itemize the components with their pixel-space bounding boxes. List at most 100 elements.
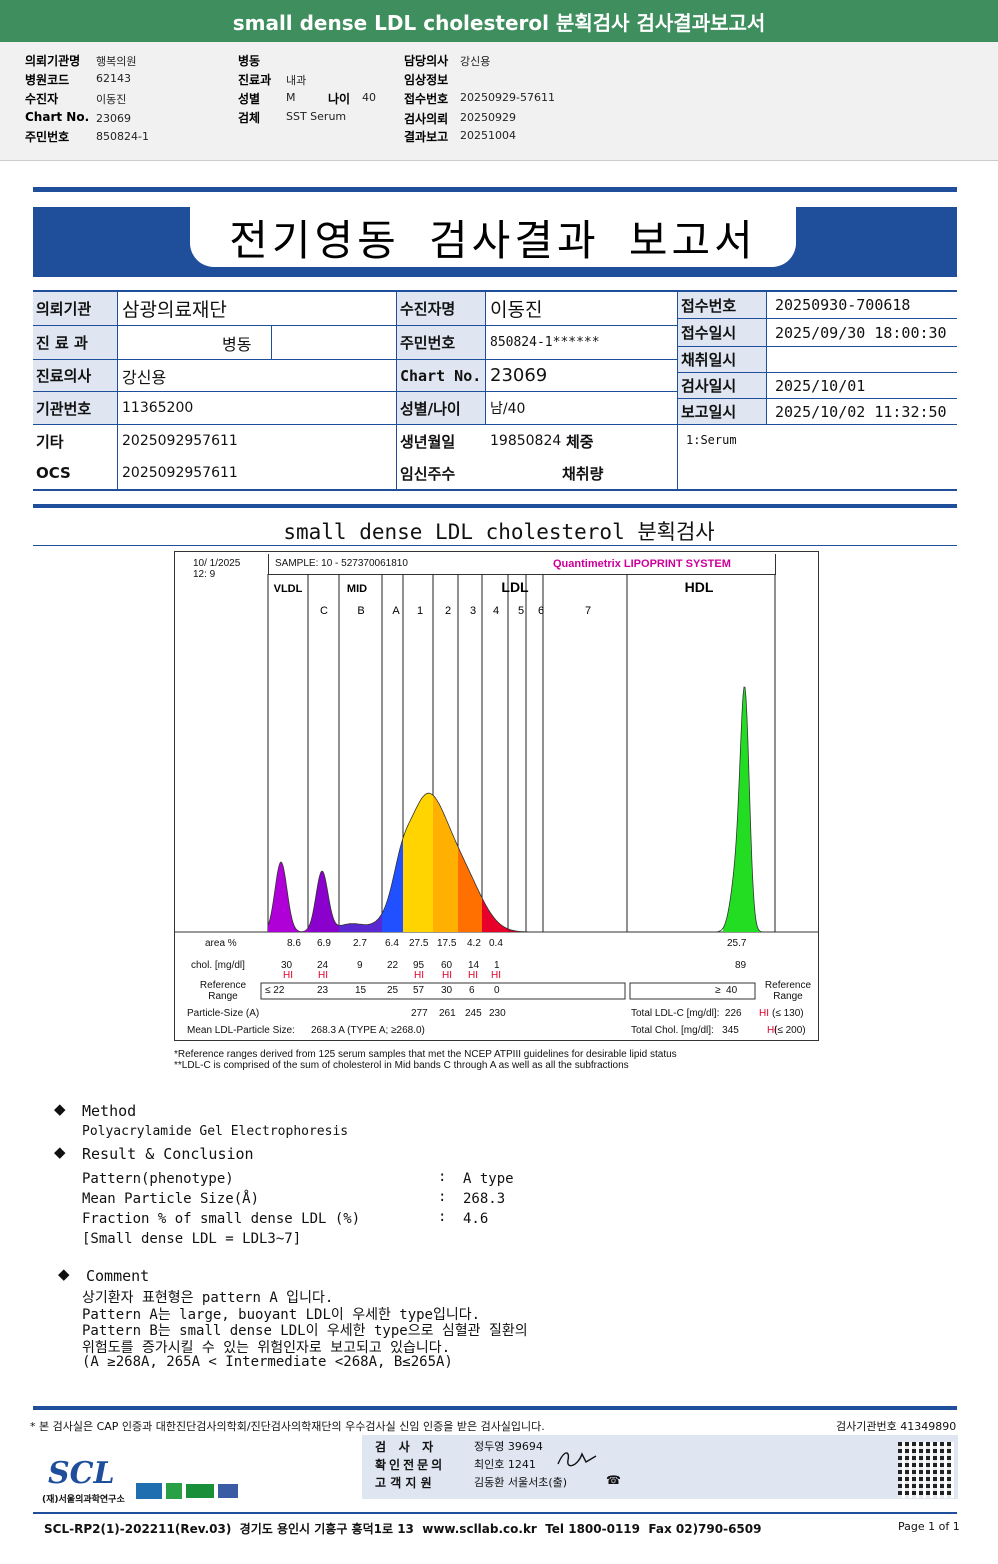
value-sex: M [286,91,296,104]
lm-logo-icon [166,1483,182,1499]
ref-value: 57 [413,985,425,996]
scl-logo: SCL [48,1456,115,1491]
diamond-icon: ◆ [58,1265,70,1283]
area-value: 25.7 [727,938,747,949]
group-label: VLDL [274,583,303,595]
inst-no: 검사기관번호 41349890 [836,1420,957,1433]
group-label: MID [347,583,367,595]
label-patient: 수진자명 [397,292,485,325]
mean-size: 268.3 A (TYPE A; ≥268.0) [311,1025,425,1036]
comment-line: 상기환자 표현형은 pattern A 입니다. [82,1290,334,1306]
chol-value: 1 [494,960,500,971]
label-chart: Chart No. [25,110,90,124]
size-value: 277 [411,1008,428,1019]
diamond-icon: ◆ [54,1143,66,1161]
ksl-logo-icon [218,1484,238,1498]
ref-value: 6 [469,985,475,996]
band-label: C [320,605,328,617]
chart-sample: SAMPLE: 10 - 527370061810 [275,558,408,569]
chol-flag: HI [318,970,328,981]
curve-segment [382,838,403,932]
group-label: HDL [685,579,714,595]
section-rule [33,504,957,508]
label-sexage: 성별/나이 [397,392,485,424]
section-underline [33,545,957,546]
label-request: 검사의뢰 [404,112,449,126]
ref-value: 23 [317,985,329,996]
comment-title: Comment [86,1267,150,1285]
band-lines [267,574,776,932]
area-value: 4.2 [467,938,481,949]
result-value: 4.6 [463,1211,489,1227]
section-title: small dense LDL cholesterol 분획검사 [283,520,715,544]
band-label: 2 [445,605,451,617]
chart-date: 10/ 1/2025 [193,558,241,569]
band-label: 6 [538,605,544,617]
total-ldl: Total LDL-C [mg/dl]: 226 [631,1008,742,1019]
ref-value: 30 [441,985,453,996]
value-receipt-no: 20250930-700618 [775,296,911,314]
band-label: 1 [417,605,423,617]
label-age: 나이 [328,92,351,106]
label-doctor: 진료의사 [33,360,117,391]
value-patient: 이동진 [96,93,127,106]
page-number: Page 1 of 1 [898,1520,960,1533]
row-label-size: Particle-Size (A) [187,1008,260,1019]
value-chart: 23069 [490,365,548,386]
area-value: 6.4 [385,938,399,949]
chol-value: 9 [357,960,363,971]
result-value: A type [463,1171,514,1187]
support-value: 김동환 서울서초(출) [474,1476,568,1489]
cert-text: * 본 검사실은 CAP 인증과 대한진단검사의학회/진단검사의학재단의 우수검… [30,1420,545,1433]
value-test-dt: 2025/10/01 [775,376,866,395]
doctor-label: 확인전문의 [375,1458,446,1472]
total-ldl-flag: HI [759,1008,769,1019]
band-label: A [392,605,400,617]
address-line: SCL-RP2(1)-202211(Rev.03) 경기도 용인시 기흥구 흥덕… [44,1522,762,1536]
value-inst: 11365200 [122,400,194,416]
curves [267,686,775,933]
chol-flag: HI [414,970,424,981]
value-doctor: 강신용 [122,367,167,387]
label-weight: 체중 [566,432,594,451]
curve-segment [482,897,508,932]
chol-value: 30 [281,960,293,971]
comment-line: Pattern A는 large, buoyant LDL이 우세한 type입… [82,1307,481,1323]
total-chol-ref: (≤ 200) [774,1025,806,1036]
area-value: 27.5 [409,938,429,949]
value-patient: 이동진 [490,299,543,321]
bottom-rule [33,1512,957,1514]
chol-flag: HI [491,970,501,981]
label-code: 병원코드 [25,73,70,87]
label-rrn: 주민번호 [25,130,70,144]
total-ldl-ref: (≤ 130) [772,1008,804,1019]
area-value: 6.9 [317,938,331,949]
lipoprint-chart: 10/ 1/2025 12: 9 SAMPLE: 10 - 5273700618… [174,551,819,1041]
label-etc: 기타 [36,432,64,451]
result-title: Result & Conclusion [82,1145,254,1163]
chol-value: 60 [441,960,453,971]
value-specimen: SST Serum [286,110,347,123]
result-value: 268.3 [463,1191,506,1207]
value-birth: 19850824 [490,433,562,449]
scl-logo-sub: (재)서울의과학연구소 [42,1495,125,1505]
curve-segment [308,871,339,932]
label-preg: 임신주수 [400,464,456,483]
label-patient: 수진자 [25,92,59,106]
note-1: *Reference ranges derived from 125 serum… [174,1049,677,1060]
method-text: Polyacrylamide Gel Electrophoresis [82,1124,349,1139]
chol-value: 95 [413,960,425,971]
label-inst: 기관번호 [33,392,117,424]
signature-mark [557,1452,597,1467]
row-label-ref: Reference Range [199,980,247,1002]
comment-line: 위험도를 증가시킬 수 있는 위험인자로 보고되고 있습니다. [82,1340,451,1356]
label-receipt-no: 접수번호 [678,292,766,318]
label-receipt: 접수번호 [404,92,449,106]
doctor-value: 최인호 1241 [474,1458,536,1471]
top-rule [33,187,957,192]
result-note: [Small dense LDL = LDL3~7] [82,1231,302,1247]
value-dept: 내과 [286,74,307,87]
size-value: 245 [465,1008,482,1019]
signature-box [362,1435,958,1499]
curve-outline [267,686,775,933]
